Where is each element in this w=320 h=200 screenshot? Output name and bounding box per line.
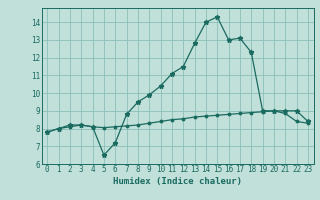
X-axis label: Humidex (Indice chaleur): Humidex (Indice chaleur) <box>113 177 242 186</box>
